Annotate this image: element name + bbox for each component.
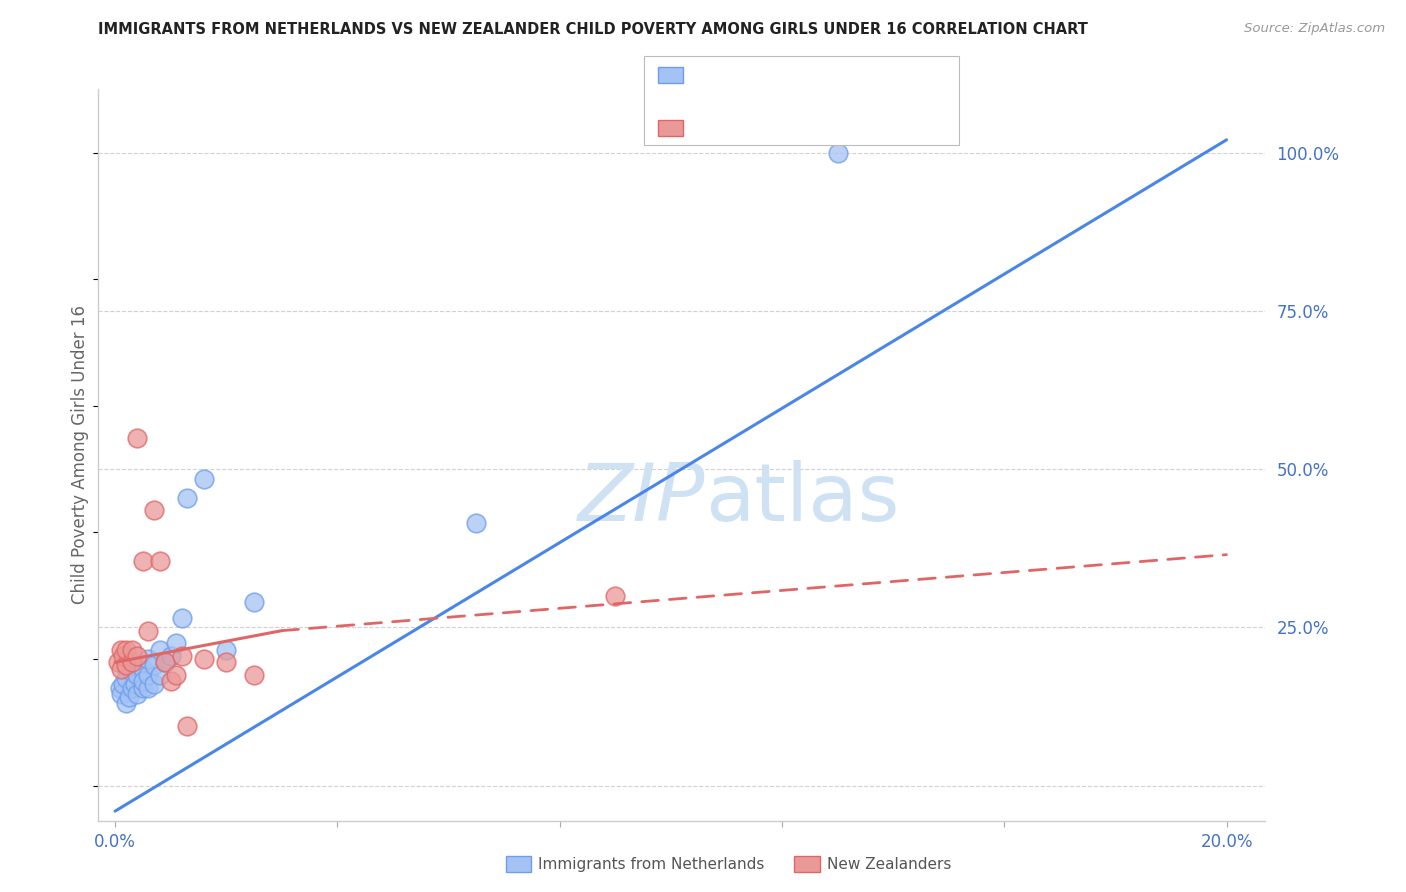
- Point: [124, 677, 146, 691]
- Point: [107, 656, 129, 670]
- Text: Source: ZipAtlas.com: Source: ZipAtlas.com: [1244, 22, 1385, 36]
- Point: [127, 430, 149, 444]
- Point: [153, 656, 176, 670]
- Point: [170, 648, 193, 663]
- Point: [110, 687, 132, 701]
- Point: [165, 636, 187, 650]
- Point: [121, 681, 143, 695]
- Point: [115, 671, 138, 685]
- Point: [148, 642, 170, 657]
- Point: [176, 719, 198, 733]
- Point: [148, 668, 170, 682]
- Point: [153, 656, 176, 670]
- Point: [243, 595, 266, 609]
- Point: [138, 668, 160, 682]
- Point: [118, 690, 141, 705]
- Point: [143, 677, 166, 691]
- Text: R =: R =: [692, 68, 725, 82]
- Point: [132, 681, 155, 695]
- Point: [112, 677, 135, 691]
- Point: [193, 472, 215, 486]
- Point: [121, 665, 143, 679]
- Point: [112, 648, 135, 663]
- Point: [827, 145, 849, 160]
- Text: 0.135: 0.135: [720, 120, 768, 135]
- Point: [159, 648, 181, 663]
- Point: [215, 656, 238, 670]
- Point: [132, 674, 155, 689]
- Point: [148, 554, 170, 568]
- Point: [127, 668, 149, 682]
- Text: IMMIGRANTS FROM NETHERLANDS VS NEW ZEALANDER CHILD POVERTY AMONG GIRLS UNDER 16 : IMMIGRANTS FROM NETHERLANDS VS NEW ZEALA…: [98, 22, 1088, 37]
- Point: [108, 681, 131, 695]
- Text: 31: 31: [810, 68, 831, 82]
- Point: [127, 687, 149, 701]
- Text: ZIP: ZIP: [578, 459, 706, 538]
- Point: [193, 652, 215, 666]
- Point: [165, 668, 187, 682]
- Point: [138, 681, 160, 695]
- Text: Immigrants from Netherlands: Immigrants from Netherlands: [538, 857, 765, 871]
- Point: [465, 516, 488, 530]
- Point: [138, 652, 160, 666]
- Point: [132, 554, 155, 568]
- Point: [110, 642, 132, 657]
- Text: 0.813: 0.813: [720, 68, 768, 82]
- Point: [176, 491, 198, 505]
- Point: [143, 503, 166, 517]
- Point: [138, 624, 160, 638]
- Point: [243, 668, 266, 682]
- Text: 26: 26: [810, 120, 831, 135]
- Point: [115, 697, 138, 711]
- Point: [170, 611, 193, 625]
- Text: atlas: atlas: [706, 459, 900, 538]
- Text: New Zealanders: New Zealanders: [827, 857, 950, 871]
- Text: N =: N =: [785, 68, 818, 82]
- Point: [121, 656, 143, 670]
- Point: [110, 662, 132, 676]
- Text: R =: R =: [692, 120, 725, 135]
- Point: [115, 642, 138, 657]
- Point: [121, 642, 143, 657]
- Point: [143, 658, 166, 673]
- Point: [605, 589, 627, 603]
- Point: [215, 642, 238, 657]
- Point: [127, 648, 149, 663]
- Text: N =: N =: [785, 120, 818, 135]
- Y-axis label: Child Poverty Among Girls Under 16: Child Poverty Among Girls Under 16: [70, 305, 89, 605]
- Point: [159, 674, 181, 689]
- Point: [115, 658, 138, 673]
- Point: [132, 662, 155, 676]
